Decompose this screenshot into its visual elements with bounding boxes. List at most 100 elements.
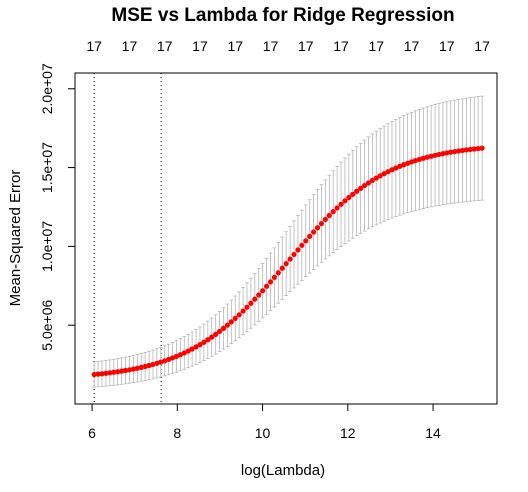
selected-lambda-lines: [93, 73, 162, 404]
mse-points: [91, 145, 485, 378]
mse-point: [209, 334, 215, 340]
mse-point: [173, 353, 180, 359]
mse-point: [256, 292, 262, 298]
top-axis: 17 17 17 17 17 17 17 17 17 17 17 17: [86, 38, 490, 54]
mse-point: [232, 315, 238, 321]
mse-point: [115, 369, 121, 375]
y-tick-label: 1.5e+07: [39, 142, 55, 193]
mse-point: [389, 167, 395, 173]
mse-point: [205, 337, 211, 343]
mse-point: [405, 160, 411, 166]
mse-point: [103, 370, 109, 376]
mse-point: [369, 177, 375, 184]
y-axis-label: Mean-Squared Error: [7, 170, 24, 307]
mse-point: [189, 346, 195, 352]
mse-point: [436, 151, 442, 158]
mse-point: [463, 147, 470, 153]
mse-point: [432, 152, 438, 158]
mse-point: [228, 319, 234, 325]
mse-point: [283, 261, 289, 267]
top-axis-label: 17: [263, 38, 279, 54]
x-axis-label: log(Lambda): [241, 462, 325, 479]
mse-point: [130, 366, 136, 372]
mse-point: [158, 359, 164, 365]
y-tick-label: 5.0e+06: [39, 299, 55, 350]
mse-point: [126, 367, 133, 373]
top-axis-label: 17: [122, 38, 138, 54]
mse-point: [377, 173, 383, 179]
mse-point: [397, 163, 403, 169]
mse-point: [162, 358, 168, 364]
mse-point: [408, 159, 415, 165]
mse-point: [381, 171, 387, 177]
error-bars: [92, 95, 484, 388]
mse-point: [107, 370, 113, 376]
mse-point: [303, 238, 309, 244]
mse-point: [452, 148, 458, 155]
mse-point: [181, 350, 187, 356]
x-tick-label: 12: [340, 425, 356, 441]
mse-point: [216, 328, 223, 335]
mse-point: [169, 355, 176, 361]
mse-point: [346, 194, 352, 201]
top-axis-label: 17: [157, 38, 173, 54]
mse-point: [354, 188, 360, 194]
mse-point: [295, 247, 301, 253]
mse-point: [236, 312, 242, 318]
top-axis-label: 17: [333, 38, 349, 54]
top-axis-label: 17: [369, 38, 385, 54]
mse-point: [440, 151, 446, 157]
x-tick-label: 8: [173, 425, 181, 441]
mse-point: [326, 212, 332, 219]
mse-point: [314, 225, 321, 231]
chart-title: MSE vs Lambda for Ridge Regression: [111, 5, 454, 26]
mse-point: [307, 233, 313, 239]
mse-point: [275, 270, 281, 276]
mse-point: [291, 251, 297, 258]
mse-point: [138, 364, 144, 370]
mse-point: [322, 216, 328, 223]
mse-point: [177, 352, 183, 358]
mse-point: [338, 201, 344, 207]
y-axis: 5.0e+06 1.0e+07 1.5e+07 2.0e+07: [39, 63, 76, 351]
mse-point: [342, 198, 348, 204]
mse-point: [287, 256, 293, 262]
mse-point: [150, 361, 156, 368]
y-tick-label: 1.0e+07: [39, 221, 55, 272]
mse-point: [263, 283, 270, 289]
top-axis-label: 17: [192, 38, 208, 54]
mse-point: [373, 175, 379, 181]
mse-point: [240, 308, 246, 314]
mse-point: [154, 360, 160, 366]
top-axis-label: 17: [227, 38, 243, 54]
mse-point: [185, 348, 191, 354]
top-axis-label: 17: [474, 38, 490, 54]
mse-point: [193, 344, 199, 350]
mse-point: [393, 165, 399, 171]
top-axis-label: 17: [86, 38, 102, 54]
mse-point: [385, 169, 391, 175]
mse-point: [91, 371, 97, 378]
mse-point: [197, 342, 203, 348]
mse-point: [201, 339, 207, 345]
x-tick-label: 10: [255, 425, 271, 441]
mse-point: [252, 296, 258, 302]
mse-point: [471, 146, 477, 152]
mse-point: [444, 150, 450, 156]
mse-point: [412, 158, 419, 164]
mse-point: [334, 205, 340, 211]
top-axis-label: 17: [439, 38, 455, 54]
mse-point: [361, 182, 368, 189]
mse-point: [455, 148, 462, 154]
mse-point: [401, 162, 407, 168]
mse-point: [350, 191, 356, 197]
mse-point: [122, 367, 129, 374]
mse-point: [467, 146, 473, 153]
y-tick-label: 2.0e+07: [39, 63, 55, 114]
mse-point: [416, 156, 422, 163]
mse-point: [220, 325, 227, 331]
mse-point: [299, 242, 305, 248]
mse-point: [213, 331, 219, 337]
mse-point: [267, 279, 274, 285]
